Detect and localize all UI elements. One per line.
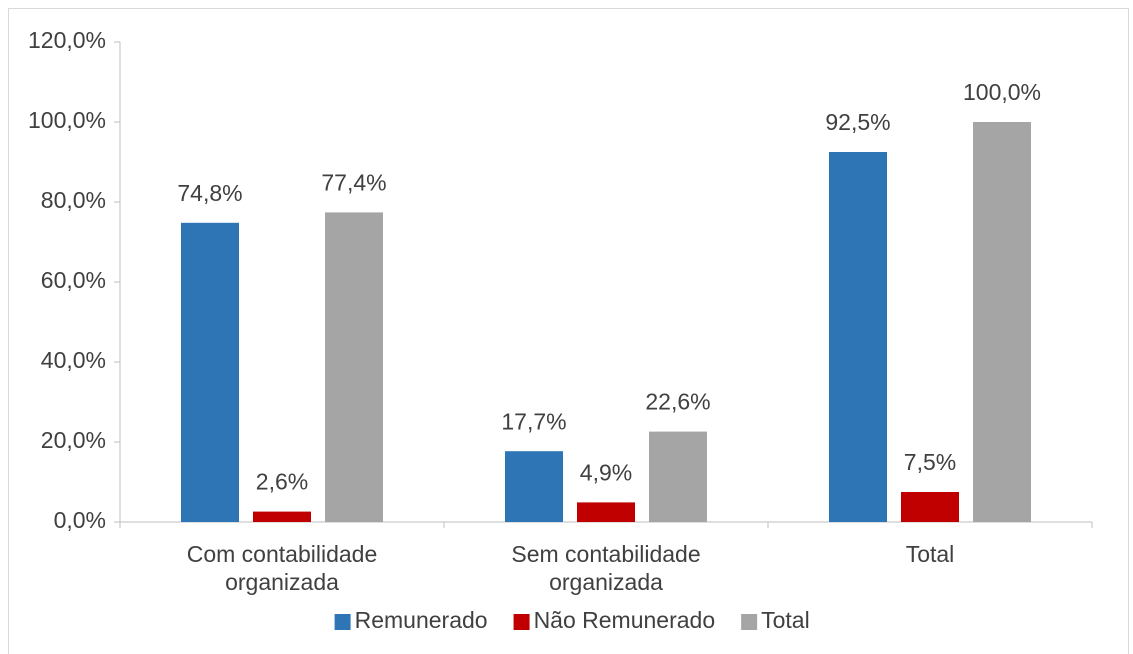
bar [829,152,887,522]
y-tick-label: 40,0% [41,347,106,373]
bar [505,451,563,522]
data-label: 4,9% [580,459,632,485]
bar [649,431,707,522]
legend-label: Total [761,607,810,633]
bar [253,511,311,522]
bar [325,212,383,522]
bar [577,502,635,522]
y-tick-label: 120,0% [28,27,106,53]
data-label: 77,4% [321,169,386,195]
legend-swatch [741,614,758,630]
y-tick-label: 80,0% [41,187,106,213]
y-tick-label: 60,0% [41,267,106,293]
legend-swatch [513,614,530,630]
bar [181,222,239,523]
chart-border [8,8,1129,654]
legend-label: Não Remunerado [534,607,716,633]
y-tick-label: 0,0% [54,507,106,533]
x-tick-label: Sem contabilidade organizada [511,541,701,595]
data-label: 74,8% [177,180,242,206]
data-label: 17,7% [501,408,566,434]
bar [901,492,959,522]
x-tick-label: Com contabilidade organizada [186,541,378,595]
legend-swatch [334,614,351,630]
data-label: 7,5% [904,449,956,475]
legend-label: Remunerado [355,607,488,633]
x-tick-label: Total [905,541,955,567]
bar [973,122,1031,522]
data-label: 100,0% [963,79,1041,105]
data-label: 22,6% [645,389,710,415]
data-label: 2,6% [256,469,308,495]
data-label: 92,5% [825,109,890,135]
y-tick-label: 100,0% [28,107,106,133]
y-tick-label: 20,0% [41,427,106,453]
